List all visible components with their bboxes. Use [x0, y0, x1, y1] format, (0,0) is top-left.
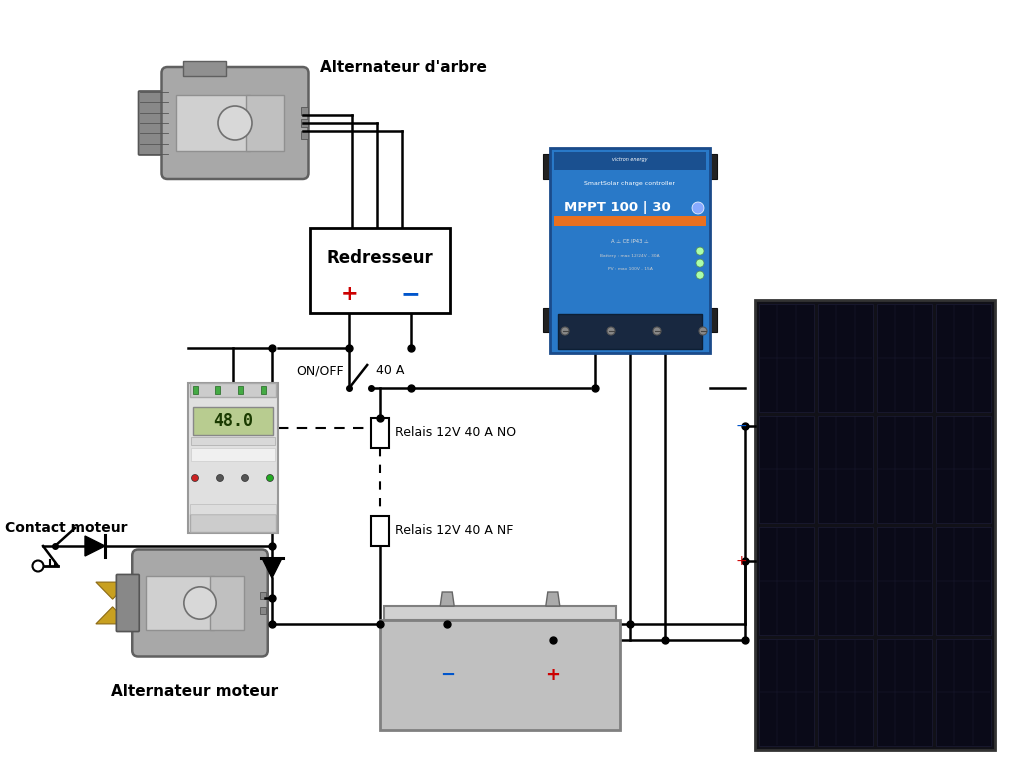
Bar: [543, 308, 550, 333]
Bar: [818, 304, 873, 412]
Bar: [182, 61, 225, 76]
Circle shape: [218, 106, 252, 140]
Bar: [877, 527, 932, 634]
Circle shape: [607, 327, 615, 335]
Circle shape: [696, 259, 705, 267]
Polygon shape: [546, 592, 560, 606]
Bar: [936, 304, 991, 412]
Bar: [877, 304, 932, 412]
Polygon shape: [262, 558, 282, 578]
Bar: [710, 154, 717, 179]
Bar: [371, 418, 389, 448]
Text: Contact moteur: Contact moteur: [5, 521, 128, 535]
Bar: [190, 514, 276, 532]
Text: ON/OFF: ON/OFF: [297, 365, 344, 378]
Circle shape: [191, 475, 199, 482]
Bar: [260, 591, 266, 599]
Bar: [188, 383, 278, 533]
Bar: [759, 415, 814, 523]
Circle shape: [266, 475, 273, 482]
Circle shape: [184, 587, 216, 619]
Bar: [818, 415, 873, 523]
FancyBboxPatch shape: [132, 549, 267, 657]
Text: SmartSolar charge controller: SmartSolar charge controller: [585, 180, 676, 186]
Bar: [191, 448, 275, 461]
Bar: [550, 148, 710, 353]
Bar: [384, 606, 616, 620]
Bar: [300, 107, 307, 115]
Polygon shape: [96, 607, 129, 624]
Text: −: −: [439, 666, 455, 684]
Text: Alternateur moteur: Alternateur moteur: [112, 684, 279, 699]
Text: +: +: [340, 284, 358, 304]
Bar: [191, 437, 275, 445]
Text: −: −: [735, 419, 746, 433]
Bar: [193, 386, 198, 394]
Circle shape: [696, 271, 705, 279]
Text: Battery : max 12/24V - 30A: Battery : max 12/24V - 30A: [600, 254, 659, 258]
Bar: [310, 228, 450, 313]
Text: Alternateur d'arbre: Alternateur d'arbre: [319, 61, 486, 75]
Bar: [818, 638, 873, 746]
Text: MPPT 100 | 30: MPPT 100 | 30: [564, 201, 671, 214]
Bar: [818, 527, 873, 634]
Bar: [210, 577, 245, 630]
Text: A ⚠ CE IP43 ⚠: A ⚠ CE IP43 ⚠: [611, 239, 649, 243]
FancyBboxPatch shape: [117, 574, 139, 631]
Circle shape: [216, 475, 223, 482]
Bar: [755, 300, 995, 750]
Bar: [215, 386, 220, 394]
Text: Relais 12V 40 A NF: Relais 12V 40 A NF: [395, 525, 513, 538]
Bar: [190, 383, 276, 397]
Bar: [371, 516, 389, 546]
Bar: [145, 577, 214, 630]
Bar: [193, 407, 273, 435]
Polygon shape: [440, 592, 455, 606]
Circle shape: [242, 475, 249, 482]
Bar: [936, 527, 991, 634]
Bar: [260, 607, 266, 614]
Polygon shape: [96, 582, 129, 599]
Text: −: −: [401, 283, 421, 306]
Circle shape: [699, 327, 707, 335]
Bar: [175, 95, 250, 151]
Circle shape: [653, 327, 662, 335]
Bar: [936, 415, 991, 523]
Circle shape: [692, 202, 705, 214]
Text: +: +: [735, 554, 746, 568]
Bar: [190, 504, 276, 514]
FancyBboxPatch shape: [138, 91, 169, 155]
Bar: [300, 131, 307, 139]
Bar: [239, 386, 244, 394]
Bar: [936, 638, 991, 746]
Text: 48.0: 48.0: [213, 412, 253, 430]
Text: Relais 12V 40 A NO: Relais 12V 40 A NO: [395, 426, 516, 439]
Bar: [543, 154, 550, 179]
Text: +: +: [546, 666, 560, 684]
Bar: [554, 152, 706, 170]
Bar: [877, 415, 932, 523]
Bar: [759, 638, 814, 746]
Bar: [261, 386, 266, 394]
Text: Redresseur: Redresseur: [327, 249, 433, 266]
Bar: [877, 638, 932, 746]
Text: victron energy: victron energy: [612, 157, 648, 163]
Circle shape: [561, 327, 569, 335]
Polygon shape: [85, 536, 105, 556]
Bar: [300, 119, 307, 127]
Text: 40 A: 40 A: [376, 365, 404, 378]
Bar: [558, 314, 702, 349]
Bar: [246, 95, 284, 151]
Circle shape: [696, 247, 705, 255]
Bar: [759, 527, 814, 634]
FancyBboxPatch shape: [162, 67, 308, 179]
Bar: [759, 304, 814, 412]
Bar: [710, 308, 717, 333]
Bar: [380, 620, 620, 730]
Bar: [554, 216, 706, 226]
Text: PV : max 100V - 15A: PV : max 100V - 15A: [607, 267, 652, 271]
